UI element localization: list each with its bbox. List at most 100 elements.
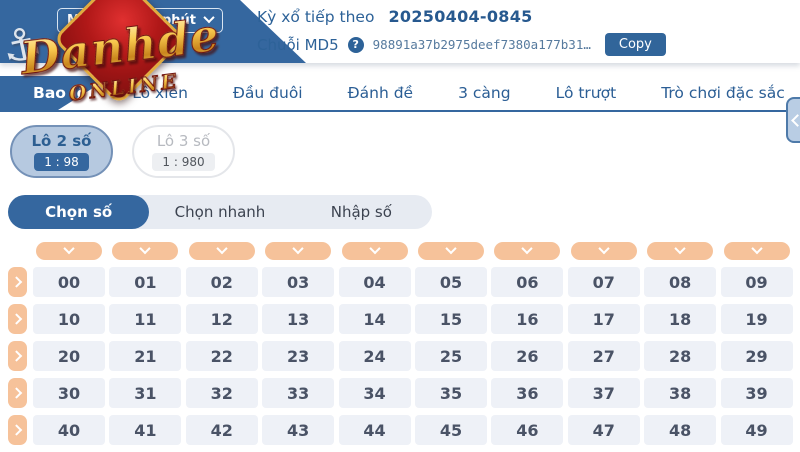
column-select-button-2[interactable] (188, 242, 255, 260)
number-cell-04[interactable]: 04 (338, 267, 411, 297)
chevron-down-icon (368, 242, 381, 254)
nav-items: Bao lô Lô xiên Đầu đuôi Đánh đề 3 càng Lô trư… (0, 76, 800, 110)
number-cell-43[interactable]: 43 (262, 415, 335, 445)
number-cell-05[interactable]: 05 (414, 267, 487, 297)
pick-tab-2[interactable]: Nhập số (330, 203, 392, 221)
bet-type-pill-1[interactable]: Lô 3 số 1 : 980 (132, 125, 235, 178)
number-cell-12[interactable]: 12 (185, 304, 258, 334)
number-cell-27[interactable]: 27 (567, 341, 640, 371)
number-cell-32[interactable]: 32 (185, 378, 258, 408)
number-cell-44[interactable]: 44 (338, 415, 411, 445)
number-cell-03[interactable]: 03 (262, 267, 335, 297)
row-cells: 40 41 42 43 44 45 46 47 48 49 (33, 415, 800, 445)
number-row-3: 30 31 32 33 34 35 36 37 38 39 (0, 378, 800, 408)
number-cell-06[interactable]: 06 (491, 267, 564, 297)
number-cell-22[interactable]: 22 (185, 341, 258, 371)
row-select-button-4[interactable] (8, 415, 27, 445)
column-select-button-9[interactable] (723, 242, 790, 260)
copy-button[interactable]: Copy (604, 33, 666, 56)
site-logo[interactable]: ⚓ Danhde ONLINE (0, 0, 240, 112)
number-row-0: 00 01 02 03 04 05 06 07 08 09 (0, 267, 800, 297)
number-cell-25[interactable]: 25 (414, 341, 487, 371)
number-cell-07[interactable]: 07 (567, 267, 640, 297)
chevron-down-icon (292, 242, 304, 254)
chevron-right-icon (10, 313, 22, 325)
chevron-down-icon (674, 242, 686, 254)
row-cells: 10 11 12 13 14 15 16 17 18 19 (33, 304, 800, 334)
number-cell-36[interactable]: 36 (491, 378, 564, 408)
number-cell-09[interactable]: 09 (720, 267, 793, 297)
number-cell-18[interactable]: 18 (644, 304, 717, 334)
number-cell-19[interactable]: 19 (720, 304, 793, 334)
number-cell-20[interactable]: 20 (33, 341, 105, 371)
nav-tab-2[interactable]: Đầu đuôi (232, 84, 303, 102)
column-select-row (33, 242, 800, 260)
side-panel-handle[interactable] (786, 97, 800, 143)
number-cell-35[interactable]: 35 (414, 378, 487, 408)
number-cell-49[interactable]: 49 (720, 415, 793, 445)
number-cell-33[interactable]: 33 (262, 378, 335, 408)
number-cell-13[interactable]: 13 (262, 304, 335, 334)
number-cell-45[interactable]: 45 (414, 415, 487, 445)
column-select-button-0[interactable] (36, 242, 102, 260)
bet-type-name: Lô 2 số (31, 132, 92, 150)
number-cell-37[interactable]: 37 (567, 378, 640, 408)
number-cell-47[interactable]: 47 (567, 415, 640, 445)
number-cell-29[interactable]: 29 (720, 341, 793, 371)
number-cell-14[interactable]: 14 (338, 304, 411, 334)
next-draw-value: 20250404-0845 (388, 7, 533, 26)
number-cell-48[interactable]: 48 (644, 415, 717, 445)
number-cell-23[interactable]: 23 (262, 341, 335, 371)
bet-type-odds-badge: 1 : 98 (34, 153, 89, 171)
row-select-button-2[interactable] (8, 341, 27, 371)
row-select-button-1[interactable] (8, 304, 27, 334)
number-cell-46[interactable]: 46 (491, 415, 564, 445)
number-cell-39[interactable]: 39 (720, 378, 793, 408)
number-cell-08[interactable]: 08 (644, 267, 717, 297)
number-cell-00[interactable]: 00 (33, 267, 105, 297)
number-cell-16[interactable]: 16 (491, 304, 564, 334)
number-cell-28[interactable]: 28 (644, 341, 717, 371)
number-cell-38[interactable]: 38 (644, 378, 717, 408)
number-cell-17[interactable]: 17 (567, 304, 640, 334)
number-cell-15[interactable]: 15 (414, 304, 487, 334)
nav-tab-0[interactable]: Bao lô (33, 84, 87, 102)
number-cell-10[interactable]: 10 (33, 304, 105, 334)
number-cell-02[interactable]: 02 (185, 267, 258, 297)
number-cell-31[interactable]: 31 (109, 378, 182, 408)
help-icon[interactable]: ? (347, 36, 364, 53)
nav-tab-5[interactable]: Lô trượt (555, 84, 617, 102)
nav-tab-3[interactable]: Đánh đề (347, 84, 414, 102)
number-cell-01[interactable]: 01 (109, 267, 182, 297)
column-select-button-1[interactable] (112, 242, 179, 260)
bet-type-pill-0[interactable]: Lô 2 số 1 : 98 (10, 125, 113, 178)
row-select-button-0[interactable] (8, 267, 27, 297)
bet-type-selector: Lô 2 số 1 : 98 Lô 3 số 1 : 980 (10, 125, 235, 178)
md5-label: Chuỗi MD5 (257, 35, 339, 54)
number-cell-21[interactable]: 21 (109, 341, 182, 371)
number-cell-40[interactable]: 40 (33, 415, 105, 445)
column-select-button-7[interactable] (570, 242, 637, 260)
nav-tab-6[interactable]: Trò chơi đặc sắc (661, 84, 785, 102)
number-cell-42[interactable]: 42 (185, 415, 258, 445)
pick-mode-tabs: Chọn số Chọn nhanh Nhập số (8, 195, 432, 229)
nav-tab-4[interactable]: 3 càng (458, 84, 511, 102)
chevron-down-icon (598, 242, 610, 254)
column-select-button-5[interactable] (417, 242, 484, 260)
number-cell-41[interactable]: 41 (109, 415, 182, 445)
number-grid: 00 01 02 03 04 05 06 07 08 09 10 11 12 13 14 15 16 17 18 19… (0, 242, 800, 452)
number-cell-24[interactable]: 24 (338, 341, 411, 371)
row-select-button-3[interactable] (8, 378, 27, 408)
number-cell-11[interactable]: 11 (109, 304, 182, 334)
pick-tab-0[interactable]: Chọn số (8, 195, 150, 229)
number-cell-26[interactable]: 26 (491, 341, 564, 371)
column-select-button-4[interactable] (341, 242, 408, 260)
number-cell-30[interactable]: 30 (33, 378, 105, 408)
column-select-button-3[interactable] (265, 242, 332, 260)
next-draw-label: Kỳ xổ tiếp theo (257, 8, 375, 26)
nav-tab-1[interactable]: Lô xiên (132, 84, 188, 102)
number-cell-34[interactable]: 34 (338, 378, 411, 408)
pick-tab-1[interactable]: Chọn nhanh (174, 203, 266, 221)
column-select-button-6[interactable] (494, 242, 561, 260)
column-select-button-8[interactable] (647, 242, 714, 260)
